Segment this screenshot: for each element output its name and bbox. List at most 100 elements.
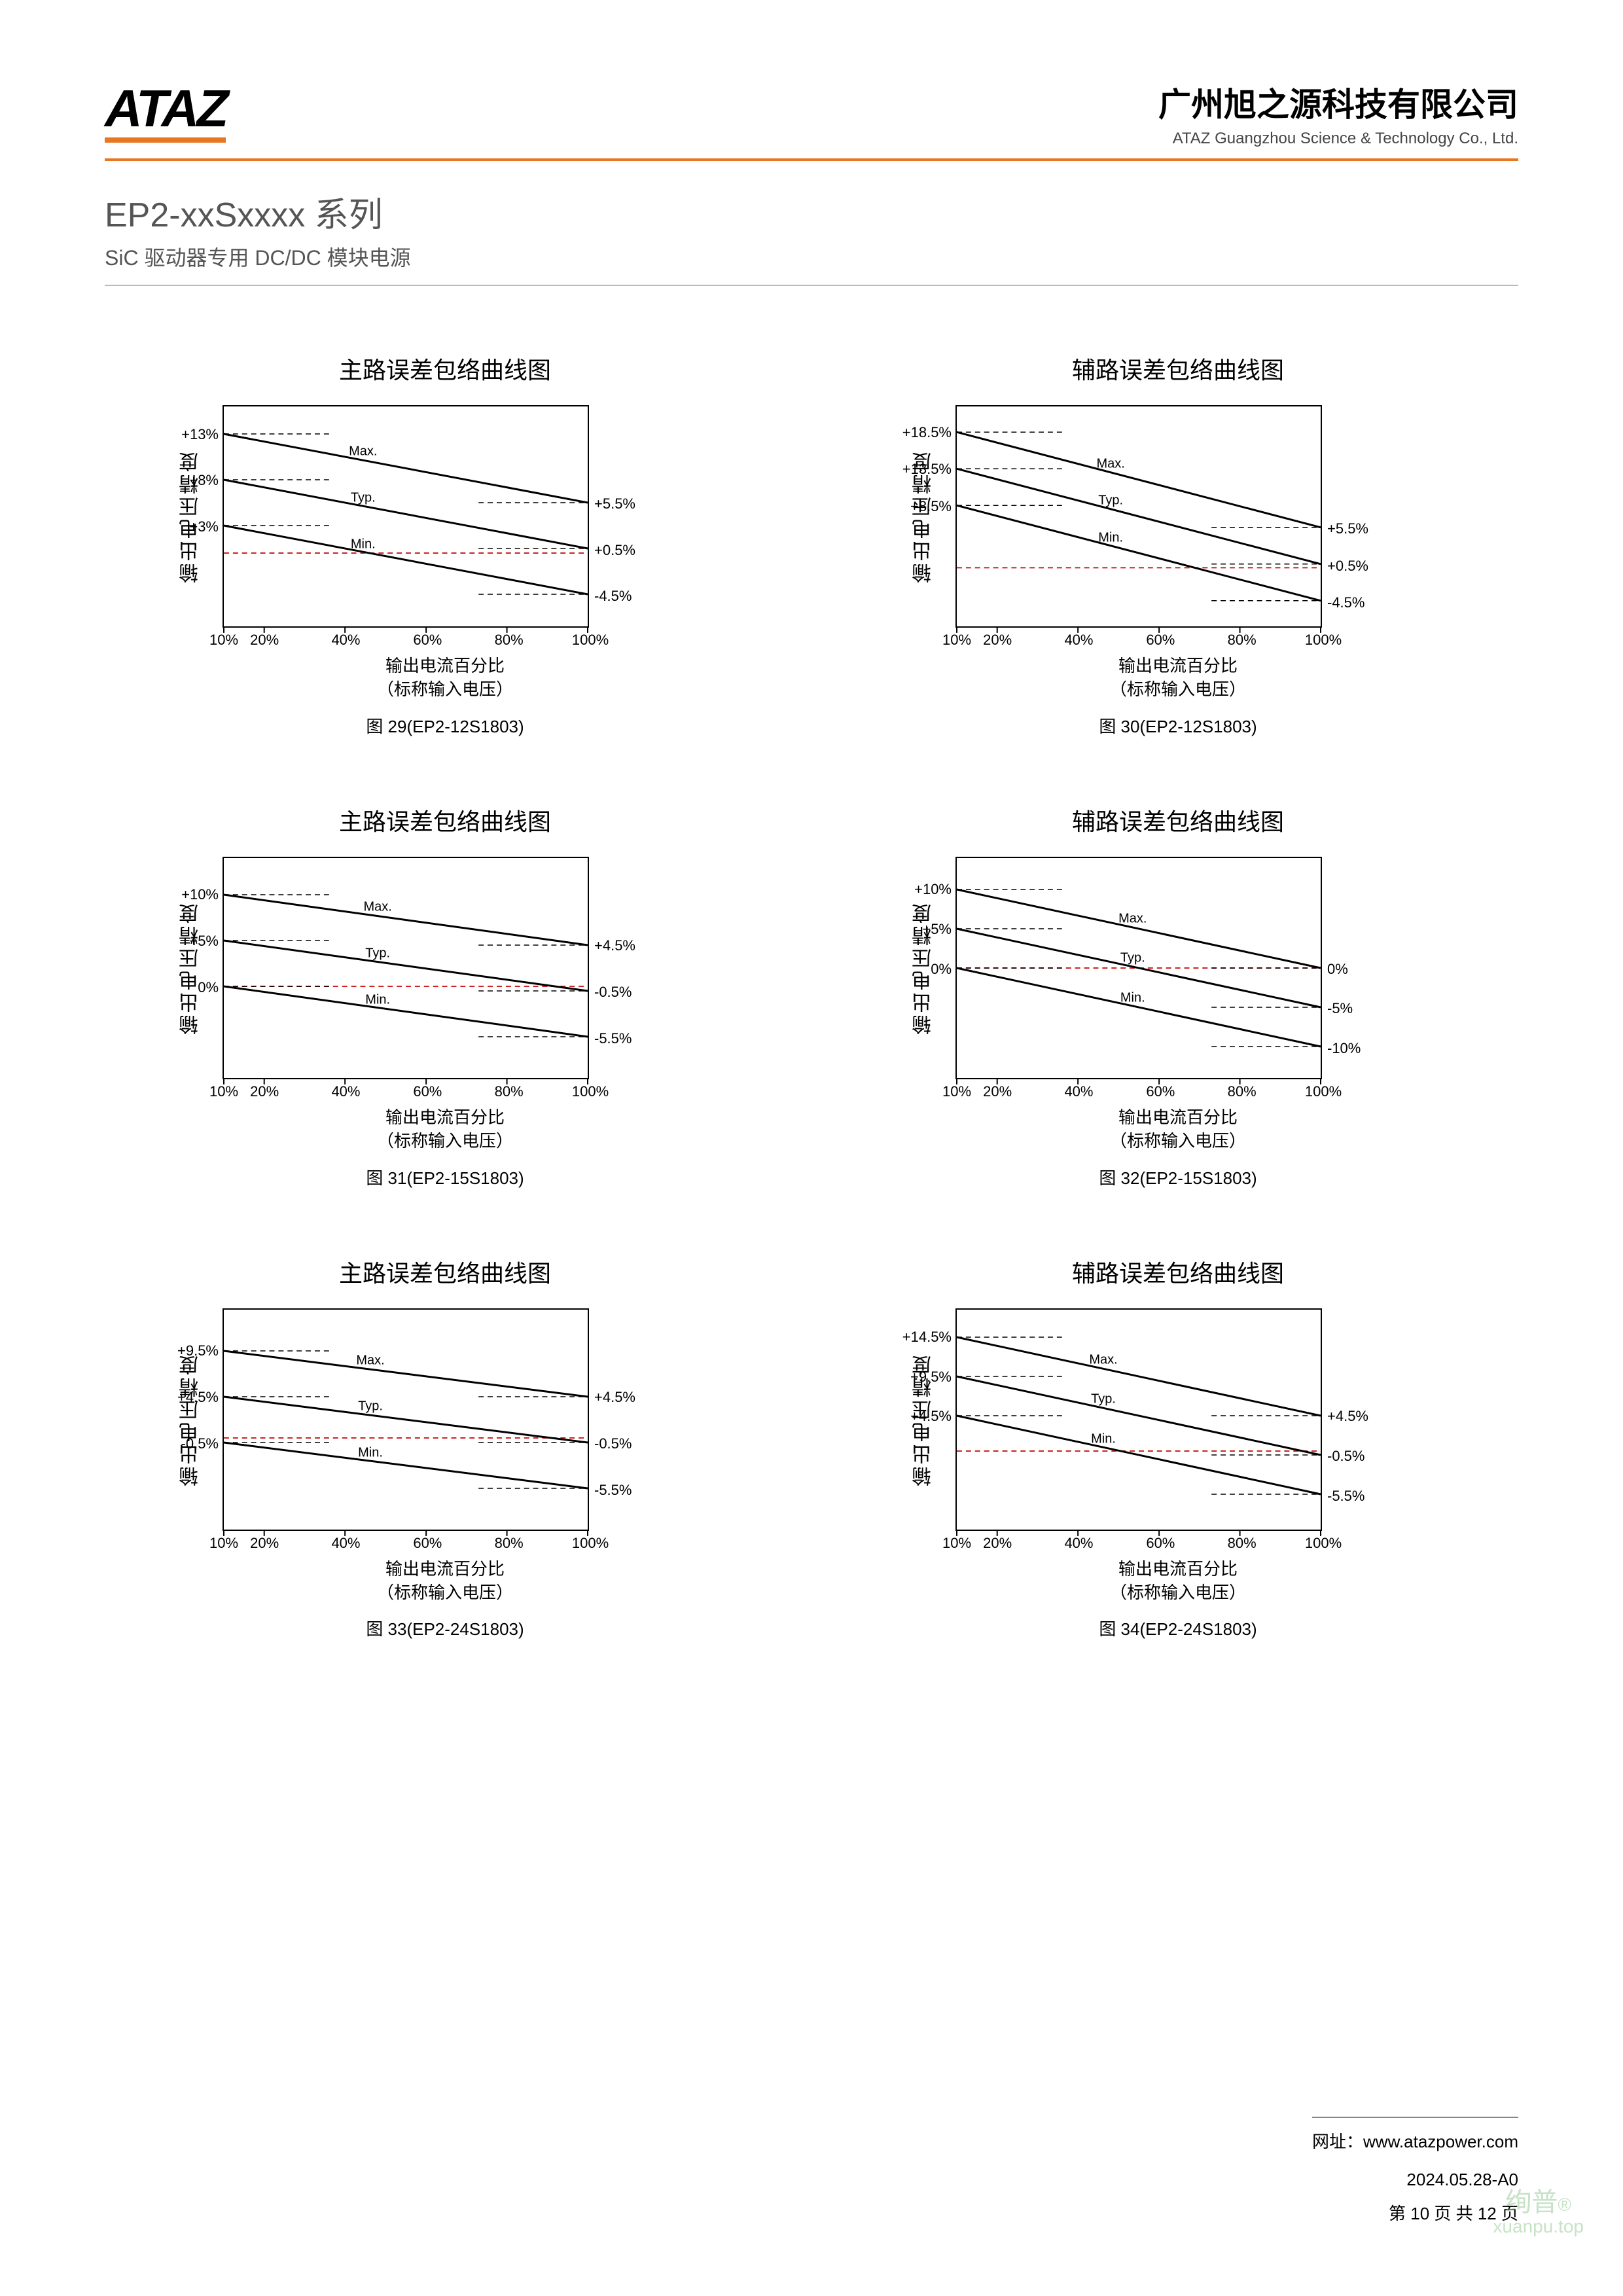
y-tick-label: +4.5%: [177, 1389, 224, 1406]
x-tick-label: 20%: [250, 1530, 279, 1552]
figure-caption: 图 32(EP2-15S1803): [910, 1165, 1446, 1189]
x-tick-label: 40%: [1064, 626, 1093, 649]
x-tick-label: 100%: [1305, 1078, 1342, 1100]
company-block: 广州旭之源科技有限公司 ATAZ Guangzhou Science & Tec…: [1158, 79, 1518, 148]
chart-title: 主路误差包络曲线图: [177, 803, 713, 837]
plot-area: +9.5%+4.5%-0.5%+4.5%-0.5%-5.5%Max.Typ.Mi…: [223, 1308, 589, 1531]
x-tick-label: 20%: [983, 1078, 1012, 1100]
y-tick-label: +3%: [189, 518, 224, 535]
x-tick-label: 40%: [1064, 1078, 1093, 1100]
series-subtitle: SiC 驱动器专用 DC/DC 模块电源: [105, 242, 1518, 286]
footer-url: www.atazpower.com: [1363, 2132, 1518, 2151]
series-title: EP2-xxSxxxx 系列: [105, 187, 1518, 236]
y-tick-label: +10%: [181, 886, 224, 903]
logo: ATAZ: [105, 79, 226, 139]
x-tick-label: 100%: [572, 1530, 609, 1552]
chart-5: 辅路误差包络曲线图输出电压精度+14.5%+9.5%+4.5%+4.5%-0.5…: [910, 1255, 1446, 1641]
right-value-label: -5.5%: [588, 1482, 632, 1499]
y-tick-label: -0.5%: [181, 1435, 224, 1452]
x-tick-label: 40%: [331, 1078, 360, 1100]
x-axis-caption: 输出电流百分比（标称输入电压）: [910, 1105, 1446, 1153]
x-tick-label: 80%: [1228, 1078, 1257, 1100]
figure-caption: 图 33(EP2-24S1803): [177, 1616, 713, 1640]
x-tick-label: 80%: [495, 1530, 524, 1552]
chart-2: 主路误差包络曲线图输出电压精度 +10%+5%0%+4.5%-0.5%-5.5%M…: [177, 803, 713, 1189]
y-tick-label: +9.5%: [910, 1369, 957, 1386]
x-tick-label: 80%: [1228, 626, 1257, 649]
watermark-top: 绚普: [1505, 2188, 1558, 2217]
x-tick-label: 40%: [331, 626, 360, 649]
right-value-label: +4.5%: [588, 937, 635, 954]
right-value-label: +0.5%: [1321, 558, 1368, 575]
x-tick-label: 60%: [413, 1078, 442, 1100]
x-tick-label: 10%: [942, 1530, 971, 1552]
watermark: 绚普® xuanpu.top: [1493, 2188, 1584, 2237]
right-value-label: +5.5%: [1321, 520, 1368, 537]
figure-caption: 图 31(EP2-15S1803): [177, 1165, 713, 1189]
figure-caption: 图 34(EP2-24S1803): [910, 1616, 1446, 1640]
x-tick-label: 10%: [942, 626, 971, 649]
chart-title: 辅路误差包络曲线图: [910, 351, 1446, 386]
y-axis-label: 输出电压精度: [177, 901, 205, 1035]
right-value-label: +5.5%: [588, 495, 635, 512]
x-tick-label: 80%: [1228, 1530, 1257, 1552]
x-tick-label: 20%: [250, 626, 279, 649]
chart-title: 主路误差包络曲线图: [177, 1255, 713, 1289]
right-value-label: -10%: [1321, 1040, 1361, 1057]
x-tick-label: 40%: [331, 1530, 360, 1552]
y-axis-label: 输出电压精度: [177, 450, 205, 583]
y-tick-label: +10%: [914, 881, 957, 898]
right-value-label: -0.5%: [1321, 1448, 1364, 1465]
watermark-bottom: xuanpu.top: [1493, 2216, 1584, 2236]
right-value-label: +4.5%: [1321, 1408, 1368, 1425]
right-value-label: -5.5%: [1321, 1488, 1364, 1505]
x-tick-label: 80%: [495, 1078, 524, 1100]
right-value-label: -0.5%: [588, 984, 632, 1001]
y-tick-label: +8%: [189, 472, 224, 489]
plot-area: +13%+8%+3%+5.5%+0.5%-4.5%Max.Typ.Min.10%…: [223, 405, 589, 628]
x-axis-caption: 输出电流百分比（标称输入电压）: [177, 1105, 713, 1153]
right-value-label: 0%: [1321, 961, 1348, 978]
y-tick-label: +13%: [181, 426, 224, 443]
chart-title: 主路误差包络曲线图: [177, 351, 713, 386]
page-header: ATAZ 广州旭之源科技有限公司 ATAZ Guangzhou Science …: [105, 79, 1518, 161]
chart-title: 辅路误差包络曲线图: [910, 803, 1446, 837]
charts-grid: 主路误差包络曲线图输出电压精度+13%+8%+3%+5.5%+0.5%-4.5%…: [105, 351, 1518, 1640]
x-tick-label: 10%: [209, 1078, 238, 1100]
y-tick-label: +9.5%: [177, 1342, 224, 1359]
y-axis-label: 输出电压精度: [177, 1353, 205, 1486]
x-axis-caption: 输出电流百分比（标称输入电压）: [177, 1557, 713, 1605]
y-tick-label: 0%: [198, 979, 224, 996]
y-tick-label: 0%: [931, 961, 957, 978]
x-tick-label: 60%: [413, 626, 442, 649]
right-value-label: -4.5%: [588, 588, 632, 605]
x-tick-label: 10%: [942, 1078, 971, 1100]
x-tick-label: 10%: [209, 626, 238, 649]
figure-caption: 图 29(EP2-12S1803): [177, 713, 713, 738]
company-name-cn: 广州旭之源科技有限公司: [1158, 79, 1518, 126]
right-value-label: -5%: [1321, 1000, 1353, 1017]
right-value-label: -5.5%: [588, 1030, 632, 1047]
x-tick-label: 100%: [1305, 626, 1342, 649]
x-tick-label: 60%: [1146, 1078, 1175, 1100]
right-value-label: -0.5%: [588, 1435, 632, 1452]
right-value-label: -4.5%: [1321, 594, 1364, 611]
y-tick-label: +13.5%: [902, 461, 957, 478]
chart-0: 主路误差包络曲线图输出电压精度+13%+8%+3%+5.5%+0.5%-4.5%…: [177, 351, 713, 738]
x-tick-label: 20%: [983, 626, 1012, 649]
x-axis-caption: 输出电流百分比（标称输入电压）: [177, 654, 713, 702]
footer-page-number: 第 10 页 共 12 页: [1312, 2197, 1518, 2231]
plot-area: +18.5%+13.5%+8.5%+5.5%+0.5%-4.5%Max.Typ.…: [955, 405, 1322, 628]
x-tick-label: 20%: [983, 1530, 1012, 1552]
x-tick-label: 80%: [495, 626, 524, 649]
right-value-label: +0.5%: [588, 542, 635, 559]
x-tick-label: 20%: [250, 1078, 279, 1100]
plot-area: +10%+5%0%+4.5%-0.5%-5.5%Max.Typ.Min.10%2…: [223, 857, 589, 1079]
x-tick-label: 60%: [1146, 626, 1175, 649]
page-footer: 网址：www.atazpower.com 2024.05.28-A0 第 10 …: [1312, 2117, 1518, 2231]
plot-area: +14.5%+9.5%+4.5%+4.5%-0.5%-5.5%Max.Typ.M…: [955, 1308, 1322, 1531]
figure-caption: 图 30(EP2-12S1803): [910, 713, 1446, 738]
footer-date-rev: 2024.05.28-A0: [1312, 2162, 1518, 2197]
plot-area: +10%+5%0%0%-5%-10%Max.Typ.Min.10%20%40%6…: [955, 857, 1322, 1079]
x-axis-caption: 输出电流百分比（标称输入电压）: [910, 1557, 1446, 1605]
